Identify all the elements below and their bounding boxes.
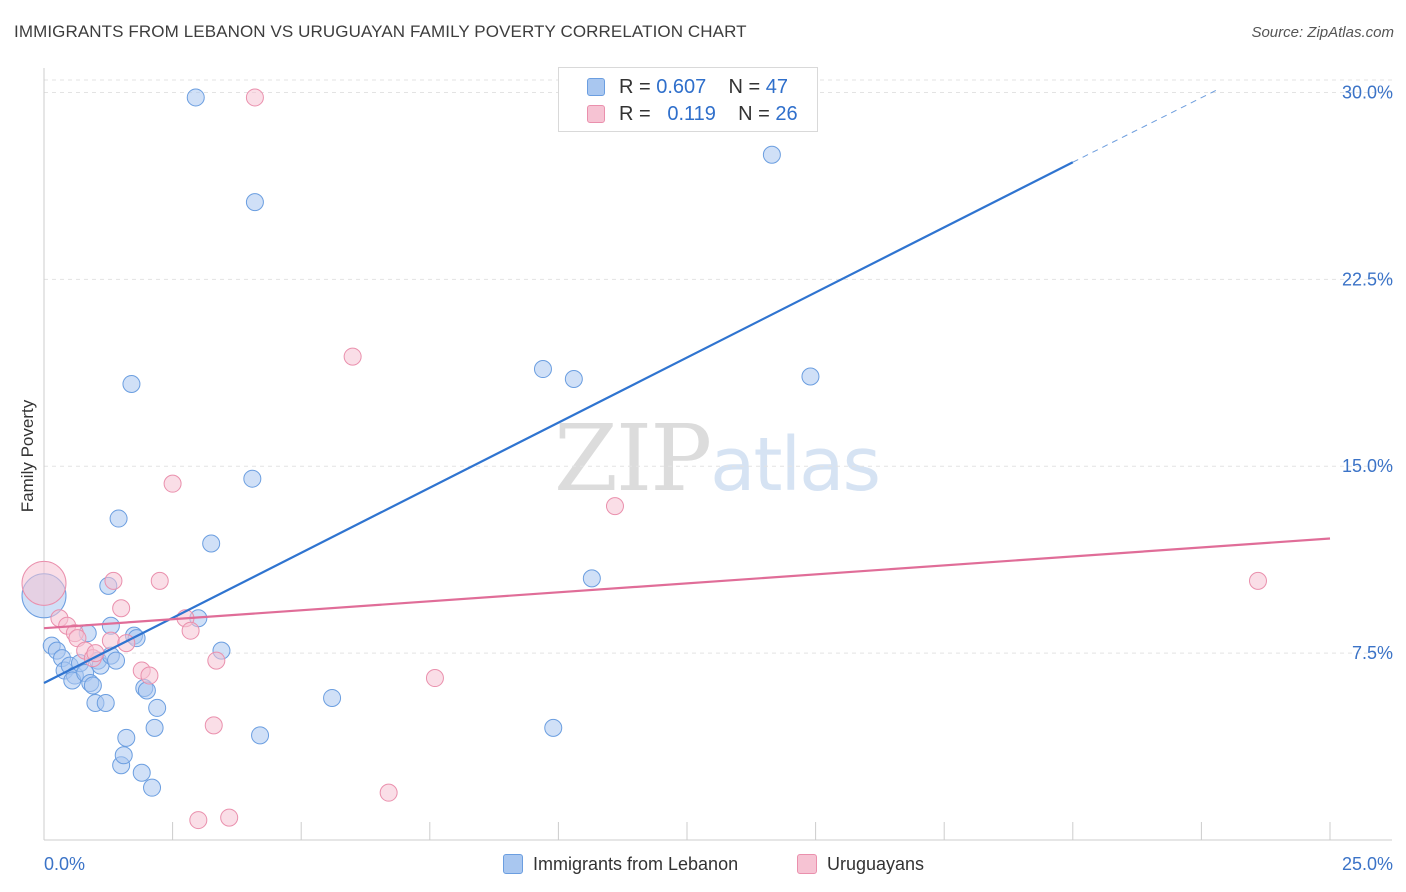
point-uruguayan — [245, 88, 264, 107]
point-lebanon — [145, 718, 164, 737]
point-lebanon — [117, 728, 136, 747]
point-lebanon — [148, 698, 167, 717]
point-lebanon — [582, 569, 601, 588]
point-lebanon — [186, 88, 205, 107]
point-lebanon — [564, 370, 583, 389]
legend-text-lebanon: R = 0.607 N = 47 — [619, 76, 788, 99]
point-uruguayan — [343, 347, 362, 366]
point-lebanon — [544, 718, 563, 737]
y-axis-label: Family Poverty — [18, 399, 37, 513]
trendline-uruguayan — [43, 537, 1331, 630]
legend-swatch-uruguayans — [587, 105, 605, 123]
legend-swatch-lebanon — [587, 78, 605, 96]
legend-n-value: 26 — [775, 102, 798, 125]
bottom-legend-label-uruguayans: Uruguayans — [827, 853, 925, 874]
point-lebanon — [143, 778, 162, 797]
point-uruguayan — [379, 783, 398, 802]
stats-legend: R = 0.607 N = 47 R = 0.119 N = 26 — [558, 67, 818, 132]
point-lebanon — [83, 676, 102, 695]
bottom-legend-lebanon: Immigrants from Lebanon — [503, 852, 738, 876]
point-uruguayan — [189, 811, 208, 830]
legend-r-value: 0.119 — [667, 102, 716, 125]
legend-r-label: R = — [619, 102, 651, 125]
legend-n-value: 47 — [765, 75, 789, 98]
watermark: ZIPatlas — [554, 405, 881, 512]
legend-r-value: 0.607 — [656, 75, 707, 98]
chart-title: IMMIGRANTS FROM LEBANON VS URUGUAYAN FAM… — [14, 22, 747, 41]
point-uruguayan — [207, 651, 226, 670]
point-lebanon — [122, 375, 141, 393]
point-uruguayan — [150, 571, 169, 590]
point-uruguayan — [181, 621, 200, 640]
point-uruguayan — [112, 599, 131, 618]
point-uruguayan — [220, 808, 239, 827]
point-lebanon — [202, 534, 221, 553]
y-tick-label: 30.0% — [1342, 82, 1393, 102]
trendline-extension-lebanon — [1072, 89, 1218, 163]
x-tick-label-left: 0.0% — [44, 854, 85, 874]
y-tick-label: 22.5% — [1342, 269, 1393, 289]
legend-n-label: N = — [728, 75, 761, 98]
point-lebanon — [132, 763, 151, 782]
point-lebanon — [107, 651, 126, 670]
legend-text-uruguayans: R = 0.119 N = 26 — [619, 103, 798, 126]
bottom-legend-uruguayans: Uruguayans — [797, 852, 924, 876]
point-uruguayan — [21, 560, 67, 606]
bottom-legend-swatch-lebanon — [503, 854, 523, 874]
point-lebanon — [137, 681, 156, 700]
point-lebanon — [323, 688, 342, 707]
point-lebanon — [801, 367, 820, 386]
trendline-lebanon — [43, 161, 1074, 684]
point-uruguayan — [425, 669, 444, 688]
point-lebanon — [96, 693, 115, 712]
x-tick-label-right: 25.0% — [1342, 854, 1393, 874]
chart-source: Source: ZipAtlas.com — [1251, 24, 1394, 41]
bottom-legend-swatch-uruguayans — [797, 854, 817, 874]
y-tick-label: 15.0% — [1342, 456, 1393, 476]
legend-n-label: N = — [738, 102, 770, 125]
point-lebanon — [762, 145, 781, 164]
point-uruguayan — [605, 497, 624, 516]
y-tick-label: 7.5% — [1352, 643, 1393, 663]
point-uruguayan — [104, 571, 123, 590]
point-uruguayan — [140, 666, 159, 685]
point-lebanon — [245, 193, 264, 212]
legend-r-label: R = — [619, 75, 651, 98]
point-uruguayan — [204, 716, 223, 735]
point-lebanon — [533, 360, 552, 379]
point-uruguayan — [163, 474, 182, 493]
point-lebanon — [109, 509, 128, 528]
point-lebanon — [251, 726, 270, 745]
point-lebanon — [243, 469, 262, 488]
point-uruguayan — [1248, 571, 1267, 590]
watermark-atlas: atlas — [710, 422, 881, 508]
watermark-zip: ZIP — [554, 405, 712, 512]
point-lebanon — [114, 746, 133, 765]
bottom-legend-label-lebanon: Immigrants from Lebanon — [533, 853, 739, 874]
point-lebanon — [101, 616, 120, 635]
